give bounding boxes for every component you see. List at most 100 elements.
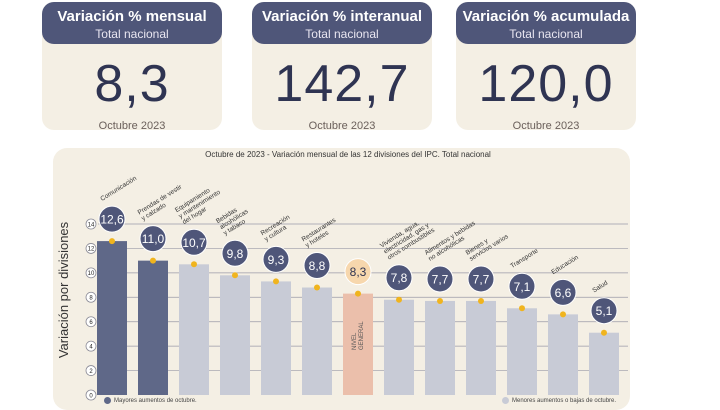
y-tick-label: 14 bbox=[88, 222, 95, 228]
legend-low: Menores aumentos o bajas de octubre. bbox=[502, 397, 616, 404]
bar-2 bbox=[179, 264, 209, 395]
card-subtitle: Total nacional bbox=[509, 27, 583, 41]
bar-top-marker bbox=[273, 278, 279, 285]
category-label: Transporte bbox=[509, 247, 539, 270]
card-title: Variación % interanual bbox=[261, 8, 423, 25]
category-label: Restaurantesy hoteles bbox=[301, 216, 342, 249]
bar-top-marker bbox=[437, 297, 443, 304]
value-badge bbox=[385, 264, 413, 292]
card-date: Octubre 2023 bbox=[512, 120, 580, 130]
y-tick-label: 0 bbox=[89, 393, 93, 399]
card-subtitle: Total nacional bbox=[95, 27, 169, 41]
card-value: 8,3 bbox=[94, 55, 170, 113]
card-title: Variación % mensual bbox=[57, 8, 207, 25]
value-label: 12,6 bbox=[100, 213, 124, 227]
bar-1 bbox=[138, 260, 168, 395]
value-label: 7,8 bbox=[391, 271, 408, 285]
value-label: 9,8 bbox=[227, 247, 244, 261]
value-label: 8,8 bbox=[309, 259, 326, 273]
bar-9 bbox=[466, 300, 496, 395]
tick-badge bbox=[85, 389, 97, 401]
y-tick-label: 10 bbox=[88, 271, 95, 277]
category-label: NIVELGENERAL bbox=[352, 321, 365, 350]
bar-4 bbox=[261, 281, 291, 395]
value-badge bbox=[344, 258, 372, 286]
tick-badge bbox=[85, 316, 97, 328]
value-label: 11,0 bbox=[142, 232, 165, 246]
value-label: 10,7 bbox=[182, 236, 206, 250]
tick-badge bbox=[85, 365, 97, 376]
value-label: 7,1 bbox=[514, 280, 531, 294]
bar-top-marker bbox=[560, 311, 566, 318]
bar-8 bbox=[425, 300, 455, 395]
value-label: 9,3 bbox=[268, 253, 285, 267]
category-label: Bebidasalcohólicasy tabaco bbox=[215, 202, 254, 237]
value-badge bbox=[508, 272, 536, 300]
legend-high-label: Mayores aumentos de octubre. bbox=[114, 397, 197, 404]
card-value: 142,7 bbox=[274, 55, 410, 113]
category-label: Recreacióny cultura bbox=[260, 214, 296, 243]
y-tick-label: 4 bbox=[89, 344, 93, 350]
value-badge bbox=[467, 265, 495, 293]
y-axis-ticks: 0 2 4 6 8 10 12 14 bbox=[85, 218, 97, 401]
card-monthly: Variación % mensual Total nacional 8,3 O… bbox=[42, 2, 222, 130]
chart-bars bbox=[97, 238, 619, 395]
tick-badge bbox=[85, 243, 97, 254]
y-tick-label: 12 bbox=[88, 247, 95, 253]
y-tick-label: 6 bbox=[89, 320, 93, 326]
card-date: Octubre 2023 bbox=[98, 120, 166, 130]
bar-3 bbox=[220, 275, 250, 395]
tick-badge bbox=[85, 340, 97, 352]
chart-title: Octubre de 2023 - Variación mensual de l… bbox=[205, 150, 491, 159]
bar-11 bbox=[548, 314, 578, 395]
tick-badge bbox=[85, 267, 97, 279]
value-badge bbox=[590, 297, 618, 325]
bar-7 bbox=[384, 299, 414, 395]
value-badge bbox=[262, 245, 290, 273]
bar-top-marker bbox=[601, 329, 607, 336]
value-badge bbox=[426, 265, 454, 293]
value-label: 6,6 bbox=[555, 286, 572, 300]
card-title: Variación % acumulada bbox=[462, 8, 630, 25]
value-label: 8,3 bbox=[350, 265, 367, 279]
value-badges: 12,6 11,0 10,7 9,8 9,3 8,8 8,3 7,8 7,7 7,7 7,1 6,6 5… bbox=[98, 205, 618, 325]
value-badge bbox=[221, 239, 249, 267]
legend-high-swatch bbox=[104, 397, 111, 404]
bar-top-marker bbox=[191, 261, 197, 268]
bar-top-marker bbox=[396, 296, 402, 303]
category-label: Salud bbox=[591, 279, 609, 294]
y-tick-label: 2 bbox=[89, 369, 93, 375]
y-axis-label: Variación por divisiones bbox=[56, 221, 71, 358]
value-badge bbox=[139, 225, 167, 253]
bar-top-marker bbox=[478, 297, 484, 304]
bar-12 bbox=[589, 332, 619, 395]
bar-top-marker bbox=[232, 272, 238, 279]
bar-top-marker bbox=[314, 284, 320, 291]
value-label: 5,1 bbox=[596, 304, 613, 318]
legend-low-swatch bbox=[502, 397, 509, 404]
bar-top-marker bbox=[150, 257, 156, 264]
card-accumulated: Variación % acumulada Total nacional 120… bbox=[456, 2, 636, 130]
value-badge bbox=[180, 228, 208, 256]
category-label: Bienes yservicios varios bbox=[465, 227, 511, 263]
bar-top-marker bbox=[519, 305, 525, 312]
bar-10 bbox=[507, 308, 537, 395]
bar-5 bbox=[302, 287, 332, 395]
bar-top-marker bbox=[109, 238, 115, 245]
card-yearly: Variación % interanual Total nacional 14… bbox=[252, 2, 432, 130]
card-header: Variación % acumulada Total nacional bbox=[456, 2, 636, 44]
tick-badge bbox=[85, 218, 97, 230]
bar-top-marker bbox=[355, 290, 361, 297]
card-header: Variación % interanual Total nacional bbox=[252, 2, 432, 44]
value-label: 7,7 bbox=[432, 272, 449, 286]
category-label: Comunicación bbox=[99, 175, 138, 203]
bar-0 bbox=[97, 241, 127, 395]
card-header: Variación % mensual Total nacional bbox=[42, 2, 222, 44]
legend-low-label: Menores aumentos o bajas de octubre. bbox=[512, 397, 617, 404]
card-date: Octubre 2023 bbox=[308, 120, 376, 130]
legend-high: Mayores aumentos de octubre. bbox=[104, 397, 197, 404]
value-label: 7,7 bbox=[473, 272, 490, 286]
bar-6 bbox=[343, 293, 373, 395]
card-value: 120,0 bbox=[478, 55, 614, 113]
